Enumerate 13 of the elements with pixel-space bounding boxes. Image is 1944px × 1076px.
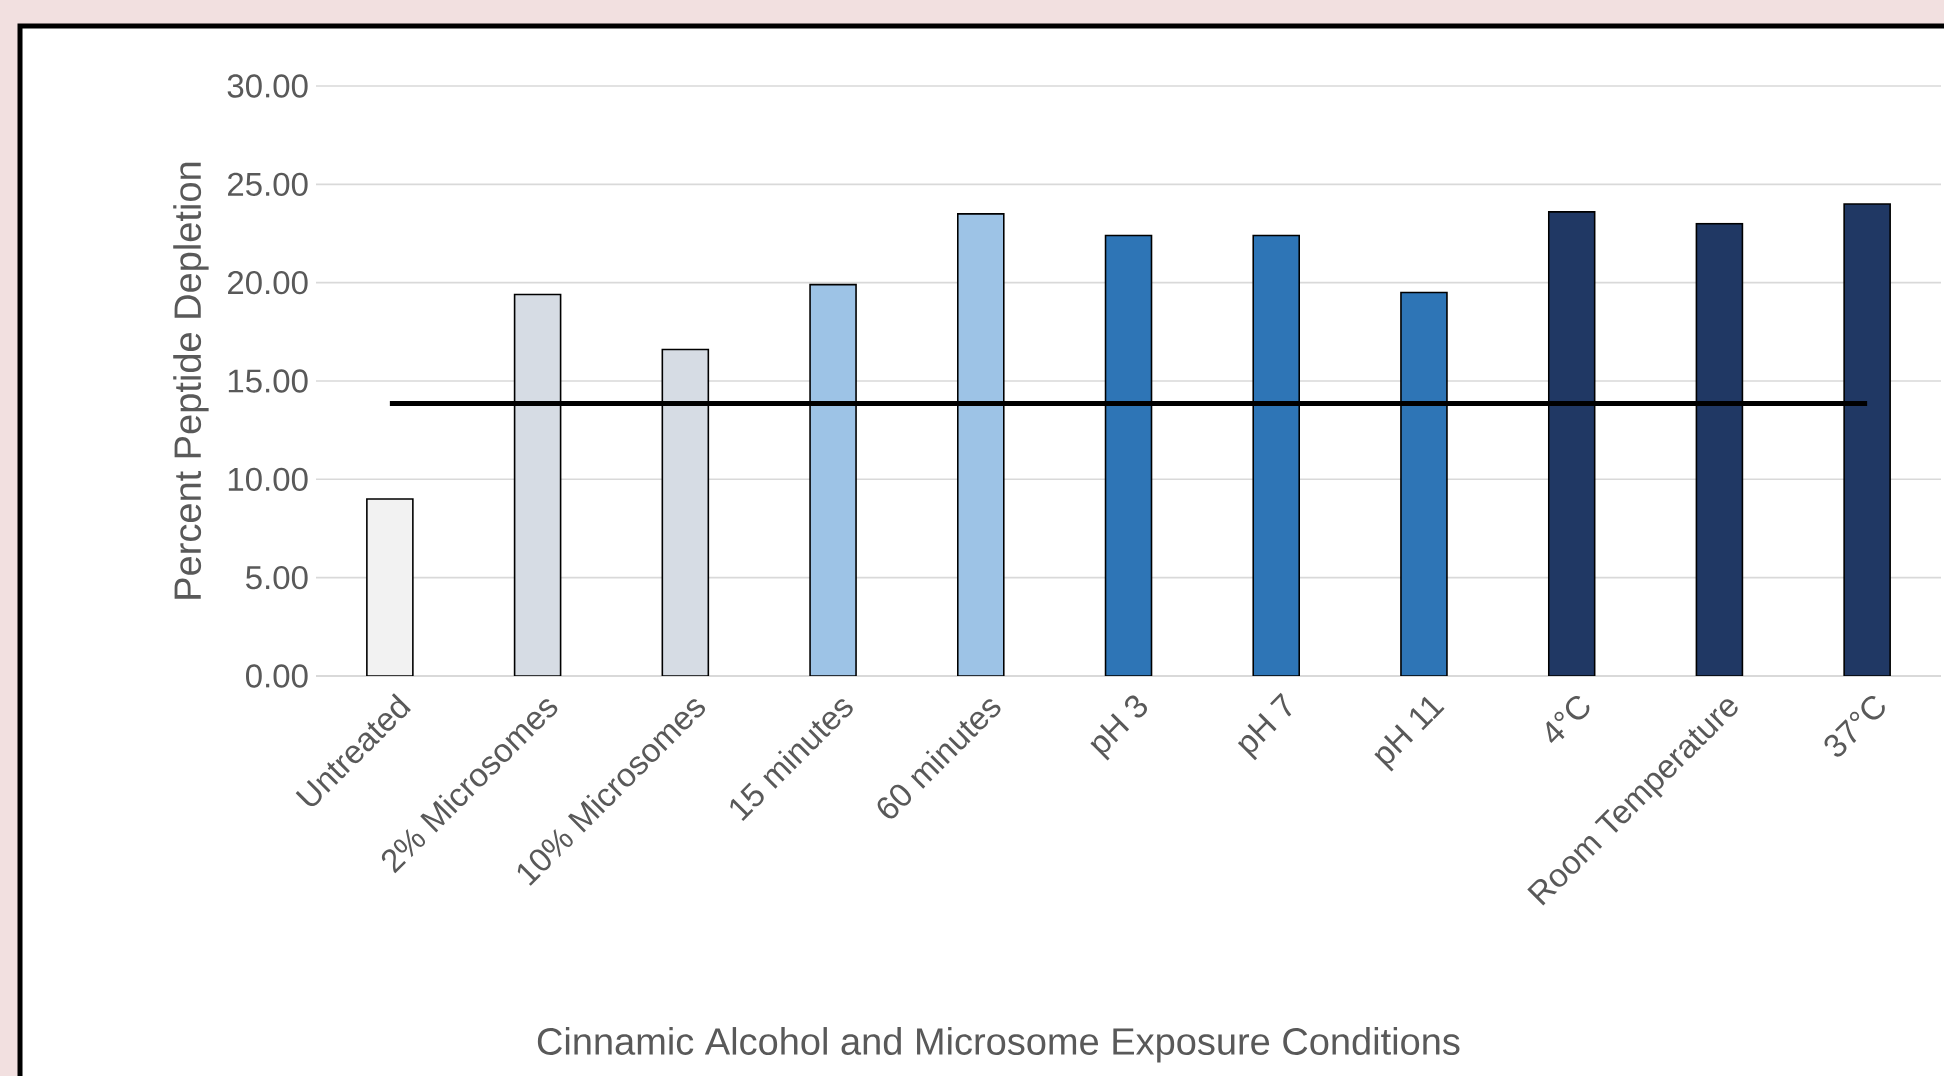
- x-tick-label: 4°C: [1546, 695, 1590, 743]
- y-tick-label: 5.00: [246, 565, 308, 590]
- y-axis-title: Percent Peptide Depletion: [173, 162, 209, 599]
- y-tick-label: 25.00: [228, 172, 308, 196]
- x-tick-label: pH 7: [1237, 692, 1292, 761]
- x-tick-label: pH 11: [1374, 696, 1445, 772]
- x-tick-label: pH 3: [1090, 695, 1147, 761]
- y-tick-label: 20.00: [228, 270, 308, 295]
- y-tick-label: 0.00: [246, 664, 308, 688]
- y-tick-label: 15.00: [228, 369, 308, 393]
- x-axis-title: Cinnamic Alcohol and Microsome Exposure Conditions: [537, 1027, 1460, 1063]
- y-tick-label: 10.00: [228, 467, 308, 491]
- y-tick-label: 30.00: [227, 74, 308, 98]
